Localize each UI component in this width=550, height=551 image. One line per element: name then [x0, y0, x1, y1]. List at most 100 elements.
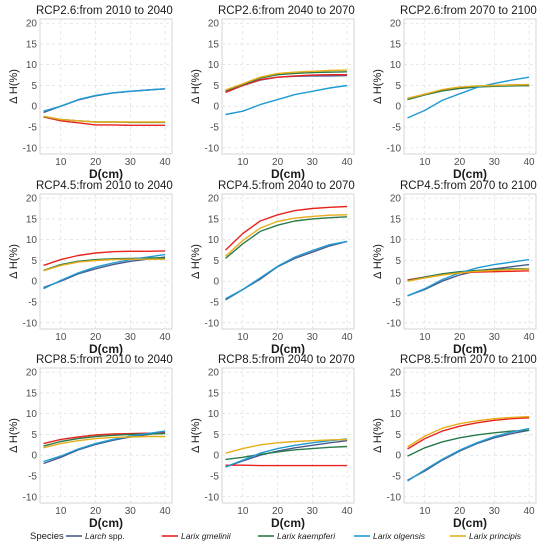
y-tick-label: -10	[387, 492, 402, 503]
panel-background	[40, 19, 172, 154]
y-tick-label: 10	[26, 60, 38, 71]
y-tick-label: 15	[208, 39, 220, 50]
x-tick-label: 10	[419, 157, 431, 168]
y-tick-label: 0	[213, 102, 219, 113]
legend-label: Larch spp.	[85, 531, 125, 541]
legend-label: Larix kaempferi	[277, 531, 336, 541]
panel-title: RCP8.5:from 2040 to 2070	[218, 354, 355, 366]
y-axis-label: Δ H(%)	[372, 69, 384, 104]
y-tick-label: 20	[208, 368, 220, 379]
y-tick-label: -10	[23, 492, 38, 503]
x-tick-label: 10	[419, 332, 431, 343]
y-axis-label: Δ H(%)	[372, 244, 384, 279]
y-tick-label: 5	[31, 256, 37, 267]
panel-title: RCP2.6:from 2040 to 2070	[218, 5, 355, 17]
y-tick-label: 15	[26, 388, 38, 399]
x-tick-label: 30	[489, 332, 501, 343]
panel-title: RCP4.5:from 2070 to 2100	[400, 180, 537, 192]
x-tick-label: 40	[341, 332, 353, 343]
y-tick-label: -5	[210, 472, 219, 483]
y-tick-label: 5	[395, 256, 401, 267]
y-tick-label: 15	[26, 39, 38, 50]
y-axis-label: Δ H(%)	[190, 69, 202, 104]
y-tick-label: 0	[213, 277, 219, 288]
y-tick-label: 0	[395, 102, 401, 113]
y-tick-label: 5	[213, 81, 219, 92]
x-tick-label: 40	[159, 157, 171, 168]
y-tick-label: 20	[26, 194, 38, 205]
legend-label: Larix principis	[469, 531, 522, 541]
y-axis-label: Δ H(%)	[8, 244, 20, 279]
x-tick-label: 10	[55, 332, 67, 343]
y-tick-label: 15	[26, 214, 38, 225]
legend-title: Species	[30, 531, 64, 542]
y-tick-label: 20	[390, 368, 402, 379]
y-tick-label: 20	[390, 194, 402, 205]
y-tick-label: 20	[26, 368, 38, 379]
y-tick-label: 0	[31, 277, 37, 288]
legend-label: Larix gmelinii	[181, 531, 232, 541]
y-axis-label: Δ H(%)	[190, 244, 202, 279]
x-tick-label: 10	[55, 157, 67, 168]
y-tick-label: 10	[208, 409, 220, 420]
x-tick-label: 30	[489, 506, 501, 517]
x-axis-label: D(cm)	[453, 516, 487, 530]
y-tick-label: -5	[28, 123, 37, 134]
x-axis-label: D(cm)	[453, 167, 487, 181]
panel-title: RCP8.5:from 2070 to 2100	[400, 354, 537, 366]
x-axis-label: D(cm)	[271, 167, 305, 181]
x-tick-label: 10	[237, 332, 249, 343]
y-tick-label: 10	[208, 235, 220, 246]
y-tick-label: 15	[390, 39, 402, 50]
y-tick-label: 5	[31, 81, 37, 92]
y-tick-label: 15	[208, 214, 220, 225]
y-axis-label: Δ H(%)	[372, 418, 384, 453]
x-tick-label: 10	[237, 157, 249, 168]
y-tick-label: -5	[28, 298, 37, 309]
y-tick-label: 20	[208, 194, 220, 205]
x-tick-label: 30	[307, 506, 319, 517]
x-tick-label: 10	[419, 506, 431, 517]
y-tick-label: 0	[31, 451, 37, 462]
y-tick-label: 10	[26, 409, 38, 420]
y-tick-label: -10	[387, 143, 402, 154]
y-tick-label: -10	[23, 318, 38, 329]
x-tick-label: 40	[159, 506, 171, 517]
y-tick-label: -5	[392, 123, 401, 134]
y-tick-label: -10	[387, 318, 402, 329]
x-axis-label: D(cm)	[89, 167, 123, 181]
x-tick-label: 30	[307, 332, 319, 343]
y-axis-label: Δ H(%)	[8, 418, 20, 453]
x-tick-label: 30	[125, 157, 137, 168]
y-tick-label: 5	[395, 430, 401, 441]
y-tick-label: -5	[392, 298, 401, 309]
y-tick-label: -5	[210, 123, 219, 134]
x-tick-label: 40	[159, 332, 171, 343]
panel-title: RCP8.5:from 2010 to 2040	[36, 354, 173, 366]
panel-title: RCP4.5:from 2040 to 2070	[218, 180, 355, 192]
y-tick-label: 0	[395, 451, 401, 462]
y-tick-label: 5	[31, 430, 37, 441]
y-tick-label: 0	[31, 102, 37, 113]
panel-title: RCP2.6:from 2070 to 2100	[400, 5, 537, 17]
x-axis-label: D(cm)	[271, 516, 305, 530]
y-tick-label: 5	[395, 81, 401, 92]
y-tick-label: 20	[26, 19, 38, 30]
panel-title: RCP2.6:from 2010 to 2040	[36, 5, 173, 17]
x-tick-label: 10	[237, 506, 249, 517]
legend-label: Larix olgensis	[373, 531, 426, 541]
y-tick-label: 15	[208, 388, 220, 399]
y-tick-label: 20	[208, 19, 220, 30]
y-tick-label: -5	[28, 472, 37, 483]
y-tick-label: 0	[395, 277, 401, 288]
y-tick-label: -10	[205, 318, 220, 329]
y-tick-label: 20	[390, 19, 402, 30]
